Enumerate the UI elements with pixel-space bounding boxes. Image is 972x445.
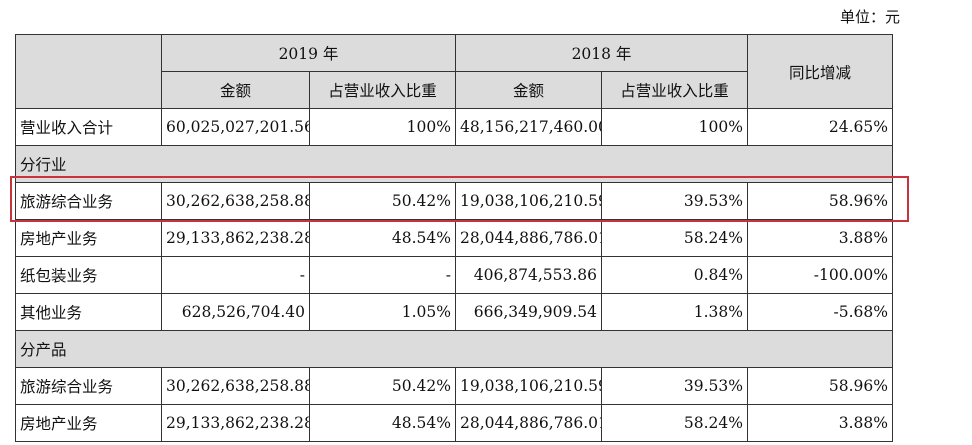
amount-2018: 28,044,886,786.01	[455, 219, 602, 257]
table-row: 旅游综合业务 30,262,638,258.88 50.42% 19,038,1…	[15, 182, 893, 220]
row-label: 营业收入合计	[15, 108, 162, 146]
unit-label: 单位：元	[839, 8, 900, 26]
row-label: 房地产业务	[15, 219, 162, 257]
header-amount-2018: 金额	[455, 71, 602, 109]
amount-2019: 29,133,862,238.28	[161, 404, 310, 442]
ratio-2018: 58.24%	[601, 219, 748, 257]
table-row-total: 营业收入合计 60,025,027,201.56 100% 48,156,217…	[15, 108, 893, 146]
header-ratio-2019: 占营业收入比重	[309, 71, 456, 109]
header-2019: 2019 年	[161, 34, 456, 72]
section-row-industry: 分行业	[15, 145, 893, 183]
row-label: 纸包装业务	[15, 256, 162, 294]
ratio-2018: 39.53%	[601, 182, 748, 220]
table-row: 房地产业务 29,133,862,238.28 48.54% 28,044,88…	[15, 404, 893, 442]
ratio-2019: 48.54%	[309, 404, 456, 442]
ratio-2018: 0.84%	[601, 256, 748, 294]
amount-2018: 19,038,106,210.59	[455, 182, 602, 220]
row-label: 旅游综合业务	[15, 367, 162, 405]
table-row: 旅游综合业务 30,262,638,258.88 50.42% 19,038,1…	[15, 367, 893, 405]
table-row: 纸包装业务 - - 406,874,553.86 0.84% -100.00%	[15, 256, 893, 294]
header-ratio-2018: 占营业收入比重	[601, 71, 748, 109]
header-yoy: 同比增减	[747, 34, 893, 109]
section-label: 分行业	[15, 145, 893, 183]
section-row-product: 分产品	[15, 330, 893, 368]
row-label: 旅游综合业务	[15, 182, 162, 220]
amount-2019: -	[161, 256, 310, 294]
ratio-2019: 1.05%	[309, 293, 456, 331]
header-amount-2019: 金额	[161, 71, 310, 109]
amount-2018: 19,038,106,210.59	[455, 367, 602, 405]
yoy-change: -100.00%	[747, 256, 893, 294]
amount-2018: 48,156,217,460.00	[455, 108, 602, 146]
yoy-change: 3.88%	[747, 219, 893, 257]
table-row: 房地产业务 29,133,862,238.28 48.54% 28,044,88…	[15, 219, 893, 257]
amount-2019: 60,025,027,201.56	[161, 108, 310, 146]
section-label: 分产品	[15, 330, 893, 368]
amount-2018: 666,349,909.54	[455, 293, 602, 331]
ratio-2018: 1.38%	[601, 293, 748, 331]
ratio-2018: 58.24%	[601, 404, 748, 442]
amount-2018: 406,874,553.86	[455, 256, 602, 294]
yoy-change: 58.96%	[747, 182, 893, 220]
ratio-2019: 50.42%	[309, 367, 456, 405]
ratio-2019: 50.42%	[309, 182, 456, 220]
amount-2019: 29,133,862,238.28	[161, 219, 310, 257]
ratio-2019: 100%	[309, 108, 456, 146]
table-row: 其他业务 628,526,704.40 1.05% 666,349,909.54…	[15, 293, 893, 331]
header-row-columns: 金额 占营业收入比重 金额 占营业收入比重	[16, 71, 893, 109]
ratio-2019: -	[309, 256, 456, 294]
yoy-change: -5.68%	[747, 293, 893, 331]
ratio-2018: 39.53%	[601, 367, 748, 405]
amount-2019: 628,526,704.40	[161, 293, 310, 331]
header-row-years: 2019 年 2018 年 同比增减	[15, 34, 893, 109]
yoy-change: 24.65%	[747, 108, 893, 146]
amount-2019: 30,262,638,258.88	[161, 367, 310, 405]
revenue-table: 2019 年 2018 年 同比增减 金额 占营业收入比重 金额 占营业收入比重…	[15, 34, 893, 442]
amount-2019: 30,262,638,258.88	[161, 182, 310, 220]
row-label: 其他业务	[15, 293, 162, 331]
amount-2018: 28,044,886,786.01	[455, 404, 602, 442]
header-blank-cell	[15, 34, 162, 109]
ratio-2019: 48.54%	[309, 219, 456, 257]
ratio-2018: 100%	[601, 108, 748, 146]
header-2018: 2018 年	[455, 34, 748, 72]
yoy-change: 58.96%	[747, 367, 893, 405]
yoy-change: 3.88%	[747, 404, 893, 442]
row-label: 房地产业务	[15, 404, 162, 442]
